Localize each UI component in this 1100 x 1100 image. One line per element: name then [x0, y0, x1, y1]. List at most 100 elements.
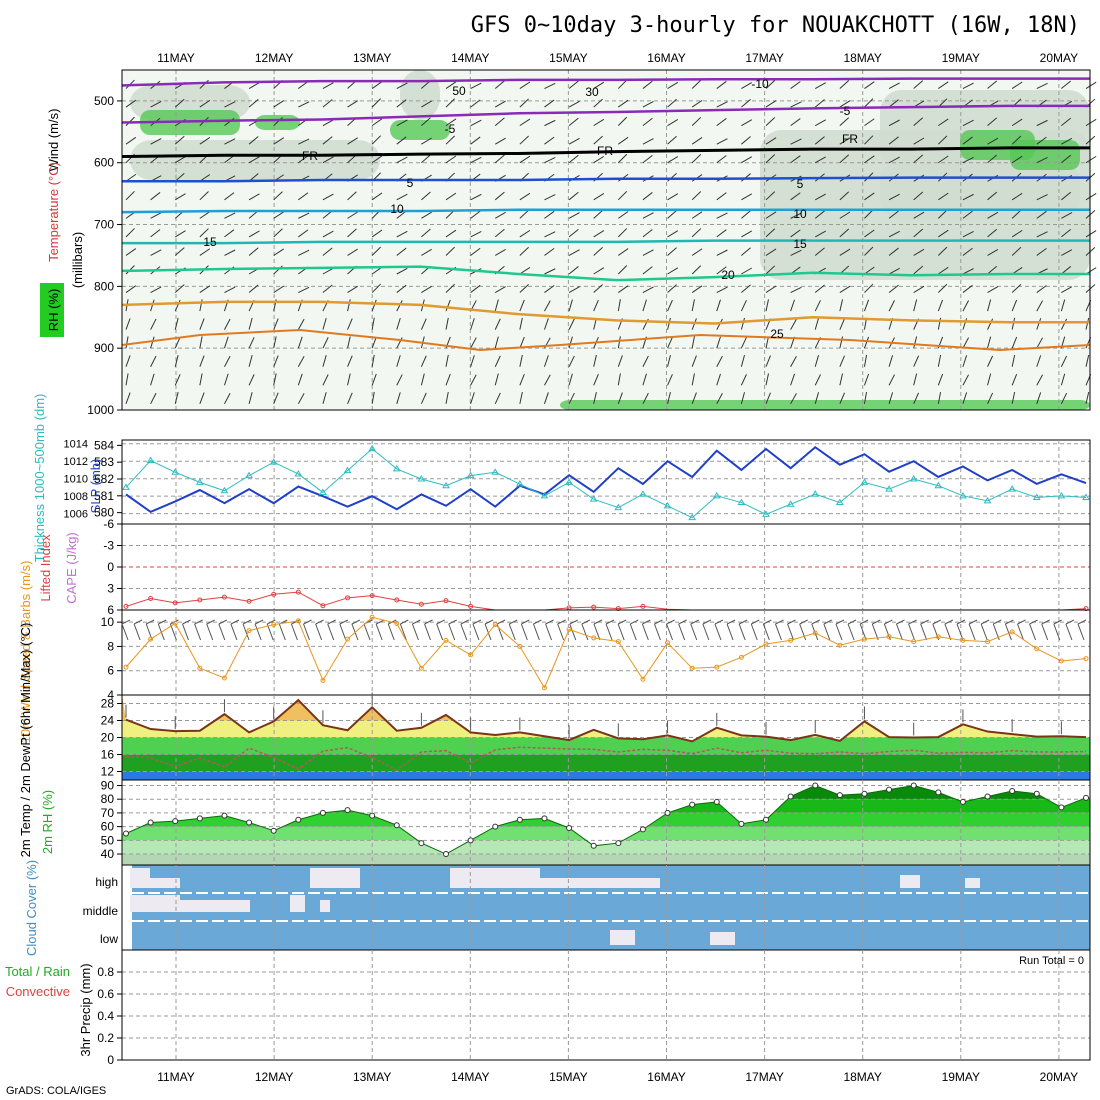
wind-barb [741, 82, 753, 89]
wind10m-barb [690, 623, 698, 641]
wind-barb [864, 266, 875, 275]
thickness-point [442, 481, 450, 489]
wind-barb [396, 267, 408, 275]
side-label-li: Lifted Index CAPE (J/kg) [38, 532, 79, 604]
wind-barb [913, 265, 924, 275]
wind-barb [150, 318, 157, 330]
wind10m-barb [303, 623, 310, 641]
wind-barb [667, 267, 679, 275]
wind-barb [691, 392, 697, 404]
wind10m-barb-flag [375, 619, 385, 625]
wind-barb [691, 154, 702, 164]
wind10m-tick-label: 10 [101, 615, 115, 629]
wind-barb [543, 392, 549, 404]
wind-barb [519, 155, 531, 164]
wind-barb [1011, 118, 1023, 127]
temperature-tick-label: 28 [101, 697, 115, 711]
wind-barb [938, 118, 949, 127]
wind-barb [741, 210, 751, 219]
cloud-cell [710, 932, 735, 945]
wind-barb [470, 82, 482, 89]
thickness-point [811, 490, 820, 497]
wind-barb [568, 137, 580, 145]
thickness-point [589, 495, 598, 502]
wind-barb [224, 286, 236, 293]
wind-barb [568, 100, 580, 108]
wind-barb [913, 285, 925, 293]
x-tick-label-bottom: 14MAY [451, 1070, 489, 1084]
wind-barb [740, 374, 747, 386]
wind-barb [322, 136, 333, 145]
wind-barb [322, 317, 327, 330]
thickness-point [860, 478, 869, 485]
wind-barb [864, 155, 875, 164]
wind-barb [937, 354, 942, 367]
contour-label: -5 [840, 104, 851, 118]
wind-barb [568, 299, 573, 312]
wind10m-point [886, 634, 892, 640]
wind10m-barb-flag [266, 619, 276, 625]
wind10m-barb-flag [400, 619, 409, 625]
lifted-index-tick-label: -6 [103, 517, 114, 531]
wind-barb [617, 392, 623, 404]
wind-barb [224, 212, 236, 219]
wind10m-barb-flag [654, 619, 663, 625]
wind10m-point [812, 630, 818, 636]
wind-barb [1011, 209, 1022, 219]
wind-barb [790, 81, 801, 89]
wind-barb [519, 267, 531, 275]
wind-barb [593, 98, 603, 108]
wind10m-barb-flag [496, 619, 506, 625]
wind-barb [839, 355, 845, 367]
wind-barb [125, 136, 137, 145]
wind-barb [765, 355, 771, 367]
wind10m-barb-flag [242, 619, 252, 625]
slp-line [125, 445, 1087, 514]
wind-barb [420, 318, 427, 330]
wind-barb [790, 286, 802, 293]
wind-barb [618, 99, 629, 108]
rh-point [836, 792, 843, 799]
cloud-row-label-low: low [100, 932, 118, 946]
thickness-point [565, 478, 573, 485]
wind-barb [445, 354, 449, 367]
wind10m-barb [230, 623, 238, 641]
wind-barb [716, 138, 728, 145]
wind-barb [322, 374, 329, 386]
wind-barb [1011, 373, 1018, 386]
wind-barb [273, 373, 277, 386]
temperature-tick-label: 20 [101, 731, 115, 745]
wind-barb [396, 355, 401, 367]
wind-barb [741, 267, 753, 275]
wind-barb [814, 374, 821, 386]
contour-label: -5 [445, 122, 456, 136]
wind10m-barb-flag [521, 619, 530, 625]
wind-barb [814, 210, 825, 219]
rh-band [122, 785, 1090, 800]
wind-barb [1061, 212, 1073, 219]
rh-tick-label: 90 [101, 778, 115, 792]
wind10m-barb-flag [920, 619, 929, 625]
wind-barb [691, 336, 695, 349]
side-label-rh2m: 2m RH (%) [40, 790, 55, 854]
wind-barb [839, 336, 844, 349]
wind-barb [839, 100, 851, 108]
chart-title: GFS 0~10day 3-hourly for NOUAKCHOTT (16W… [471, 13, 1080, 38]
wind-barb [790, 393, 797, 405]
wind10m-barb-flag [908, 619, 917, 625]
rh-point [541, 815, 548, 822]
wind-barb [1036, 194, 1048, 201]
wind10m-point [320, 677, 326, 683]
cloud-cell [130, 895, 180, 912]
wind-barb [470, 99, 481, 108]
wind-barb [987, 355, 994, 367]
wind-barb [987, 249, 999, 256]
wind-barb [667, 135, 677, 145]
wind-barb [962, 247, 973, 256]
wind10m-barb [169, 623, 177, 641]
wind-barb [494, 299, 499, 312]
wind10m-barb-flag [1077, 619, 1087, 625]
thickness-point [540, 491, 549, 499]
wind-barb [642, 154, 653, 164]
wind10m-point [271, 622, 277, 628]
